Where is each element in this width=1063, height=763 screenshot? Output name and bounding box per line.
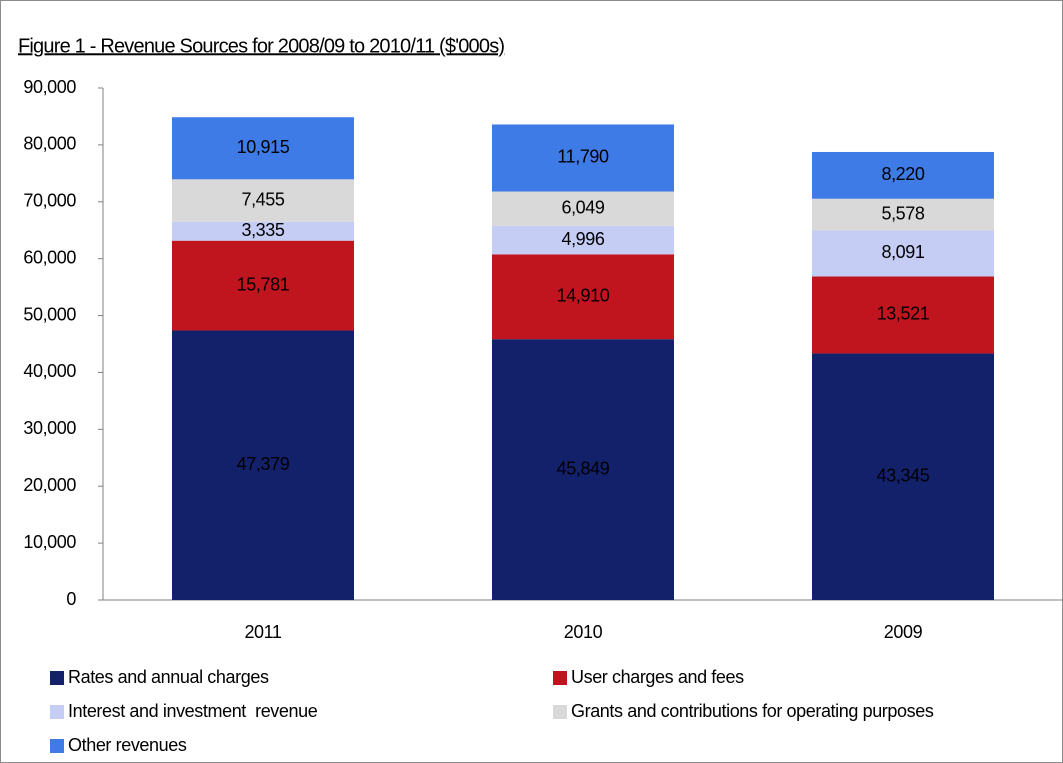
data-label: 45,849 — [557, 458, 610, 478]
data-label: 13,521 — [877, 304, 930, 324]
legend-swatch — [50, 671, 64, 685]
bar-segment — [172, 221, 354, 241]
y-tick-label: 20,000 — [23, 475, 76, 495]
y-tick-label: 80,000 — [23, 134, 76, 154]
data-label: 7,455 — [241, 189, 284, 209]
x-tick-label: 2010 — [564, 622, 603, 642]
data-label: 4,996 — [561, 229, 604, 249]
bar-segment — [492, 339, 674, 600]
bar-segment — [172, 117, 354, 180]
bar-segment — [492, 124, 674, 192]
data-label: 11,790 — [557, 147, 609, 167]
legend-swatch — [553, 671, 567, 685]
bar-segment — [812, 353, 994, 600]
bar-segment — [812, 276, 994, 354]
data-label: 3,335 — [241, 220, 284, 240]
legend-swatch — [50, 739, 64, 753]
legend-swatch — [50, 705, 64, 719]
bar-segment — [492, 225, 674, 255]
bar-segment — [492, 191, 674, 226]
bar-segment — [172, 330, 354, 600]
data-label: 8,220 — [881, 164, 924, 184]
bar-segment — [172, 240, 354, 331]
data-label: 6,049 — [561, 197, 604, 217]
legend-label: Interest and investment revenue — [68, 701, 318, 721]
chart-title: Figure 1 - Revenue Sources for 2008/09 t… — [18, 35, 504, 57]
y-tick-label: 40,000 — [23, 361, 76, 381]
legend-label: Grants and contributions for operating p… — [571, 701, 934, 721]
data-label: 15,781 — [237, 274, 290, 294]
bar-segment — [172, 179, 354, 222]
bar-segment — [812, 151, 994, 199]
x-tick-label: 2009 — [884, 622, 923, 642]
data-label: 14,910 — [557, 286, 610, 306]
data-label: 10,915 — [237, 137, 290, 157]
bar-segment — [492, 254, 674, 340]
legend-label: Other revenues — [68, 735, 187, 755]
x-tick-label: 2011 — [244, 622, 281, 642]
bar-segment — [812, 230, 994, 277]
y-tick-label: 0 — [66, 589, 76, 609]
y-tick-label: 50,000 — [23, 304, 76, 324]
legend-label: User charges and fees — [571, 667, 744, 687]
y-tick-label: 60,000 — [23, 247, 76, 267]
y-tick-label: 10,000 — [23, 532, 76, 552]
y-tick-label: 70,000 — [23, 191, 76, 211]
y-tick-label: 90,000 — [23, 77, 76, 97]
bar-segment — [812, 198, 994, 231]
legend-swatch — [553, 705, 567, 719]
data-label: 8,091 — [881, 242, 924, 262]
data-label: 5,578 — [881, 203, 924, 223]
data-label: 47,379 — [237, 454, 290, 474]
data-label: 43,345 — [877, 465, 930, 485]
y-tick-label: 30,000 — [23, 418, 76, 438]
legend-label: Rates and annual charges — [68, 667, 269, 687]
